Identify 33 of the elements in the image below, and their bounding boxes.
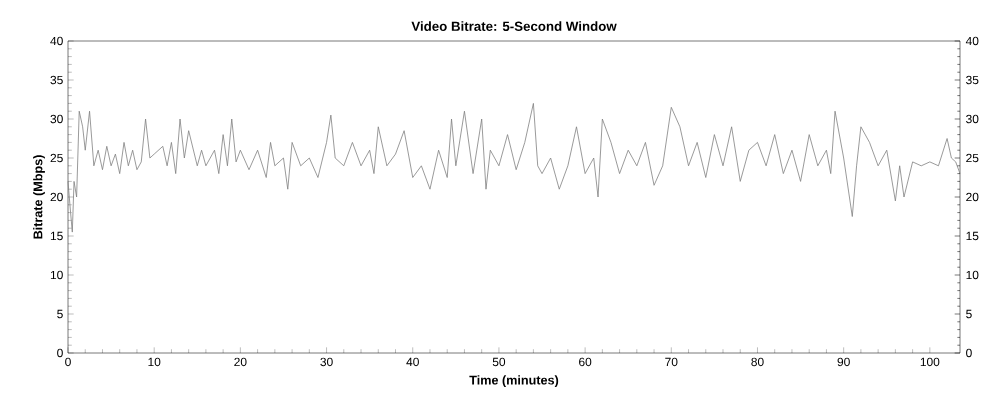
y2-tick-label: 0 (966, 348, 972, 358)
y2-tick-label: 10 (966, 270, 979, 280)
y2-tick-label: 40 (965, 36, 979, 46)
y-tick-label: 5 (57, 309, 63, 319)
x-tick-label: 60 (579, 357, 592, 367)
x-tick-label: 90 (837, 357, 850, 367)
x-tick-label: 80 (751, 357, 764, 367)
chart-title: Video Bitrate: 5-Second Window (411, 21, 617, 31)
x-tick-label: 10 (148, 357, 161, 367)
y-tick-label: 10 (50, 270, 63, 280)
y2-tick-label: 20 (966, 192, 979, 202)
x-tick-label: 70 (665, 357, 678, 367)
y-tick-label: 25 (50, 153, 63, 163)
y-tick-label: 40 (50, 36, 63, 46)
x-tick-label: 50 (492, 357, 506, 367)
y-tick-label: 30 (50, 114, 63, 124)
x-tick-label: 0 (65, 357, 71, 367)
y2-tick-label: 15 (966, 231, 979, 241)
y-axis-title: Bitrate (Mbps) (33, 155, 45, 239)
x-tick-label: 30 (320, 357, 333, 367)
y2-tick-label: 5 (966, 309, 972, 319)
y-tick-label: 35 (50, 75, 63, 85)
line-series (67, 103, 961, 233)
y2-tick-label: 30 (966, 114, 979, 124)
y2-tick-label: 25 (966, 153, 979, 163)
x-tick-label: 100 (920, 357, 940, 367)
x-tick-label: 20 (234, 357, 247, 367)
y-tick-label: 20 (50, 192, 63, 202)
x-tick-label: 40 (406, 357, 419, 367)
y-tick-label: 0 (57, 348, 63, 358)
x-axis-title: Time (minutes) (469, 375, 559, 388)
y-tick-label: 15 (50, 231, 63, 241)
y2-tick-label: 35 (966, 75, 979, 85)
